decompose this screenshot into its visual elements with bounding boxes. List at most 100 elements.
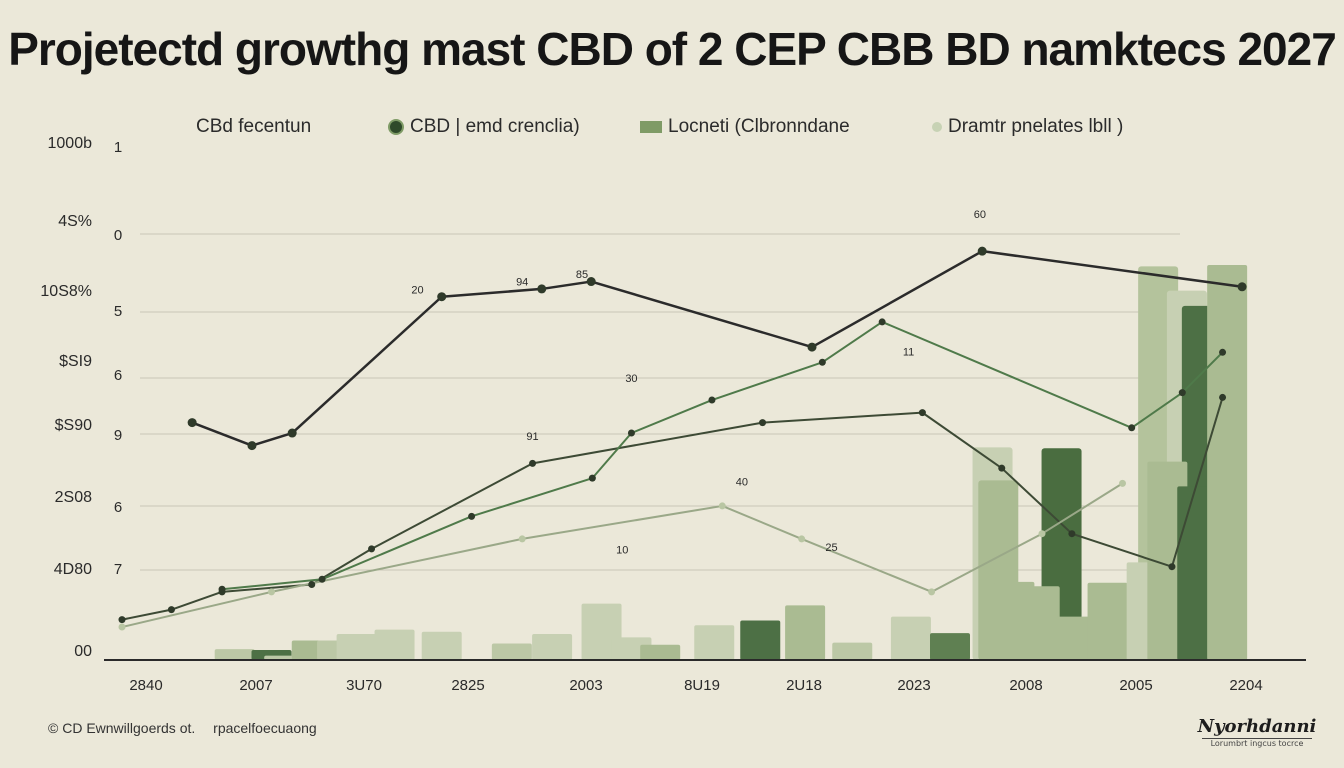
data-point: [759, 419, 767, 427]
y-axis: 1000b 4S% 10S8% $SI9 $S90 2S08 4D80 00: [40, 135, 92, 660]
series-line: [121, 397, 1224, 621]
data-point: [437, 292, 447, 302]
bar: [1207, 265, 1248, 660]
data-label: 20: [411, 285, 423, 297]
data-point: [708, 396, 716, 404]
data-point: [798, 535, 806, 543]
y-tick-label: 1000b: [48, 135, 93, 152]
y-tick-label-secondary: 0: [114, 227, 122, 244]
y-tick-label-secondary: 7: [114, 561, 122, 578]
data-point: [918, 409, 926, 417]
x-tick-label: 2003: [569, 677, 602, 694]
data-point: [1038, 530, 1046, 538]
x-tick-label: 2U18: [786, 677, 822, 694]
data-label: 91: [526, 431, 538, 443]
data-point: [818, 358, 826, 366]
legend-circle-icon: [388, 119, 404, 135]
logo-tagline: Lorumbrt ingcus tocrce: [1202, 738, 1312, 749]
data-point: [287, 428, 297, 438]
data-label: 30: [625, 373, 637, 385]
bar: [1054, 616, 1095, 660]
x-tick-label: 3U70: [346, 677, 382, 694]
data-point: [878, 318, 886, 326]
y-tick-label: $SI9: [59, 353, 92, 370]
bar: [374, 629, 415, 660]
data-point: [167, 606, 175, 614]
y-tick-label: 2S08: [55, 489, 92, 506]
data-point: [1178, 389, 1186, 397]
data-label: 85: [576, 269, 588, 281]
series-line: [191, 249, 1243, 447]
data-point: [187, 418, 197, 428]
data-point: [1119, 479, 1126, 487]
data-label: 60: [974, 209, 986, 221]
data-point: [518, 535, 526, 543]
x-tick-label: 2840: [129, 677, 162, 694]
data-points: [118, 246, 1247, 631]
legend-item-cbd-emd: CBD | emd crenclia): [388, 116, 580, 138]
bar: [336, 633, 377, 660]
source-text: rpacelfoecuaong: [213, 720, 317, 736]
data-point: [1068, 530, 1076, 538]
bar: [832, 642, 873, 660]
data-point: [977, 246, 987, 256]
x-tick-label: 8U19: [684, 677, 720, 694]
data-point: [807, 342, 817, 352]
data-point: [1219, 393, 1227, 401]
x-tick-label: 2007: [239, 677, 272, 694]
chart-title: Projetectd growthg mast CBD of 2 CEP CBB…: [8, 23, 1337, 75]
data-point: [118, 616, 126, 624]
x-axis: 2840 2007 3U70 2825 2003 8U19 2U18 2023 2008 2005…: [129, 677, 1262, 694]
data-label: 94: [516, 277, 528, 289]
legend-rect-icon: [640, 121, 662, 133]
legend-item-locneti: Locneti (Clbronndane: [640, 116, 850, 138]
data-point: [627, 429, 635, 437]
legend-item-cbd-fecentun: CBd fecentun: [196, 116, 311, 138]
y-tick-label: 10S8%: [40, 283, 92, 300]
data-point: [1219, 348, 1227, 356]
data-point: [368, 545, 376, 553]
legend-item-dramtr: Dramtr pnelates lbll ): [932, 116, 1123, 138]
logo-name: Nyorhdanni: [1197, 716, 1317, 737]
data-label: 40: [736, 476, 748, 488]
data-label: 10: [616, 544, 628, 556]
legend-label: CBD | emd crenclia): [410, 116, 580, 137]
bar: [694, 625, 735, 660]
x-tick-label: 2023: [897, 677, 930, 694]
data-point: [468, 512, 476, 520]
data-label: 11: [903, 347, 914, 359]
data-point: [998, 464, 1006, 472]
bar: [1019, 586, 1060, 660]
data-point: [928, 588, 936, 596]
brand-logo: Nyorhdanni Lorumbrt ingcus tocrce: [1192, 718, 1322, 749]
x-tick-label: 2005: [1119, 677, 1152, 694]
legend-dot-icon: [932, 122, 942, 132]
y-tick-label-secondary: 5: [114, 303, 122, 320]
copyright-text: © CD Ewnwillgoerds ot.: [48, 720, 196, 736]
x-tick-label: 2825: [451, 677, 484, 694]
y-tick-label: 4D80: [54, 561, 92, 578]
y-axis-secondary: 1 0 5 6 9 6 7: [114, 139, 122, 578]
data-point: [218, 585, 226, 593]
data-label: 25: [825, 542, 837, 554]
y-tick-label-secondary: 1: [114, 139, 122, 156]
data-point: [586, 277, 596, 287]
data-labels: 60 20 94 85 30 11 91 10 40 25: [411, 209, 986, 556]
data-point: [308, 580, 316, 588]
bar: [1087, 582, 1128, 660]
legend-label: Locneti (Clbronndane: [668, 116, 850, 137]
data-point: [588, 474, 596, 482]
data-point: [1237, 282, 1247, 292]
legend-label: Dramtr pnelates lbll ): [948, 116, 1124, 137]
y-tick-label: 4S%: [58, 213, 92, 230]
data-point: [529, 459, 537, 467]
bar: [890, 616, 931, 660]
data-point: [318, 575, 326, 583]
bar: [930, 633, 970, 660]
data-point: [1168, 563, 1176, 571]
bar-series: [214, 265, 1248, 660]
data-point: [537, 284, 547, 294]
bar: [640, 644, 681, 660]
x-tick-label: 2204: [1229, 677, 1262, 694]
